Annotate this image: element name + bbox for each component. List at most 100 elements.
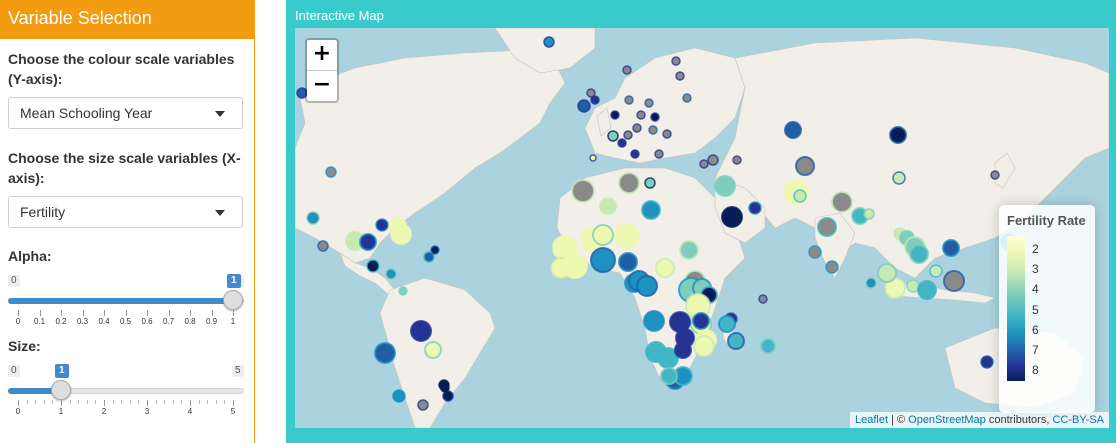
country-bubble[interactable] [417,399,429,411]
country-bubble[interactable] [617,138,627,148]
country-bubble[interactable] [655,258,675,278]
country-bubble[interactable] [877,263,897,283]
size-slider[interactable]: 0 5 1 0 1 2 3 4 5 [0,360,254,432]
country-bubble[interactable] [714,175,736,197]
country-bubble[interactable] [359,233,377,251]
country-bubble[interactable] [760,338,776,354]
country-bubble[interactable] [636,275,658,297]
country-bubble[interactable] [650,112,660,122]
license-link[interactable]: CC-BY-SA [1052,414,1104,426]
country-bubble[interactable] [389,217,407,235]
zoom-out-button[interactable]: − [312,72,332,97]
country-bubble[interactable] [929,264,943,278]
country-bubble[interactable] [693,335,715,357]
leaflet-link[interactable]: Leaflet [854,414,888,426]
country-bubble[interactable] [892,171,906,185]
country-bubble[interactable] [423,251,435,263]
country-bubble[interactable] [732,155,742,165]
country-bubble[interactable] [748,201,762,215]
country-bubble[interactable] [727,332,745,350]
country-bubble[interactable] [660,367,678,385]
country-bubble[interactable] [543,36,555,48]
country-bubble[interactable] [671,56,681,66]
country-bubble[interactable] [610,110,620,120]
country-bubble[interactable] [599,197,617,215]
country-bubble[interactable] [795,156,815,176]
country-bubble[interactable] [641,200,661,220]
country-bubble[interactable] [990,170,1000,180]
country-bubble[interactable] [644,177,656,189]
country-bubble[interactable] [375,218,389,232]
country-bubble[interactable] [317,240,329,252]
country-bubble[interactable] [863,208,875,220]
country-bubble[interactable] [614,223,640,249]
country-bubble[interactable] [562,253,588,279]
country-bubble[interactable] [721,206,743,228]
country-bubble[interactable] [592,224,614,246]
alpha-slider[interactable]: 0 1 1 00.10.20.30.40.50.60.70.80.91 [0,270,254,342]
country-bubble[interactable] [622,65,632,75]
country-bubble[interactable] [793,189,807,203]
country-bubble[interactable] [699,159,709,169]
country-bubbles[interactable] [296,36,1018,411]
country-bubble[interactable] [662,129,672,139]
zoom-in-button[interactable]: + [307,40,337,71]
country-bubble[interactable] [586,88,596,98]
country-bubble[interactable] [618,172,640,194]
country-bubble[interactable] [942,239,960,257]
country-bubble[interactable] [430,245,440,255]
country-bubble[interactable] [385,268,397,280]
country-bubble[interactable] [325,166,337,178]
country-bubble[interactable] [692,312,710,330]
country-bubble[interactable] [758,294,768,304]
country-bubble[interactable] [410,320,432,342]
colour-scale-select[interactable]: Mean Schooling Year [8,97,243,129]
country-bubble[interactable] [398,286,408,296]
country-bubble[interactable] [630,149,640,159]
country-bubble[interactable] [590,247,616,273]
country-bubble[interactable] [306,211,320,225]
country-bubble[interactable] [889,126,907,144]
country-bubble[interactable] [784,121,802,139]
country-bubble[interactable] [718,315,736,333]
country-bubble[interactable] [674,341,692,359]
country-bubble[interactable] [623,130,633,140]
country-bubble[interactable] [675,71,685,81]
country-bubble[interactable] [825,260,839,274]
country-bubble[interactable] [440,383,450,393]
size-scale-select[interactable]: Fertility [8,196,243,228]
country-bubble[interactable] [392,389,406,403]
country-bubble[interactable] [644,98,654,108]
country-bubble[interactable] [654,149,664,159]
country-bubble[interactable] [366,259,380,273]
country-bubble[interactable] [624,95,634,105]
openstreetmap-link[interactable]: OpenStreetMap [908,414,986,426]
country-bubble[interactable] [643,310,665,332]
country-bubble[interactable] [980,355,994,369]
interactive-map[interactable]: + − Fertility Rate 2 3 4 5 6 7 8 Leaflet | © O… [295,28,1109,428]
country-bubble[interactable] [817,217,837,237]
alpha-slider-handle[interactable] [223,290,243,310]
country-bubble[interactable] [618,252,638,272]
country-bubble[interactable] [682,93,692,103]
size-slider-handle[interactable] [51,380,71,400]
country-bubble[interactable] [589,154,597,162]
country-bubble[interactable] [632,123,642,133]
slider-tick-label: 4 [187,407,193,416]
country-bubble[interactable] [607,130,619,142]
country-bubble[interactable] [679,240,699,260]
country-bubble[interactable] [831,191,853,213]
country-bubble[interactable] [648,125,658,135]
country-bubble[interactable] [424,341,442,359]
country-bubble[interactable] [865,277,877,289]
country-bubble[interactable] [909,244,929,264]
country-bubble[interactable] [571,179,595,203]
country-bubble[interactable] [577,99,591,113]
country-bubble[interactable] [590,95,600,105]
country-bubble[interactable] [808,245,822,259]
country-bubble[interactable] [374,342,396,364]
country-bubble[interactable] [917,280,937,300]
country-bubble[interactable] [636,110,646,120]
country-bubble[interactable] [943,270,965,292]
country-bubble[interactable] [707,154,719,166]
